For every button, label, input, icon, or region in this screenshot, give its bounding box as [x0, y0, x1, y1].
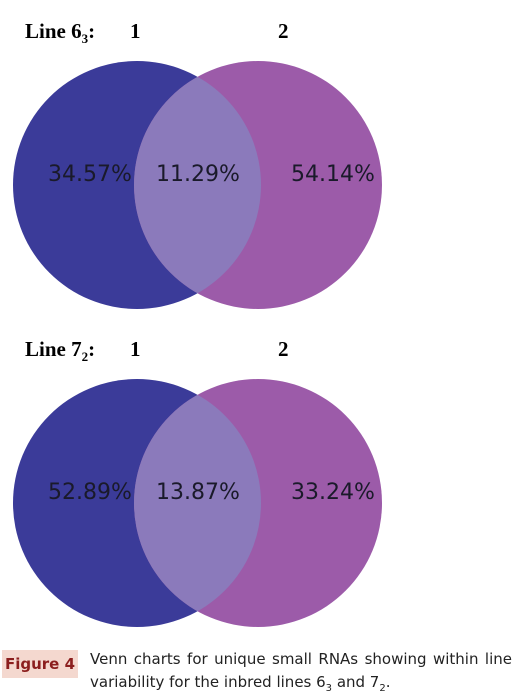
caption-part: and 7 [332, 673, 380, 691]
title-text: Line 7 [25, 337, 82, 361]
title-subscript: 2 [82, 349, 89, 364]
value-label: 34.57% [48, 162, 132, 187]
value-label: 54.14% [291, 162, 375, 187]
caption-label: Figure 4 [2, 650, 78, 678]
value-label: 52.89% [48, 480, 132, 505]
venn-overlap [134, 379, 261, 627]
set-label: 1 [130, 19, 141, 43]
set-label: 2 [278, 19, 289, 43]
title-subscript: 3 [82, 31, 89, 46]
caption-text: Venn charts for unique small RNAs showin… [90, 648, 512, 700]
value-label: 13.87% [156, 480, 240, 505]
title-text: Line 6 [25, 19, 82, 43]
value-label: 33.24% [291, 480, 375, 505]
title-suffix: : [88, 19, 95, 43]
caption-subscript: 2 [379, 683, 386, 694]
set-label: 1 [130, 337, 141, 361]
set-label: 2 [278, 337, 289, 361]
chart-title: Line 72: [25, 337, 95, 364]
caption-part: . [385, 673, 391, 691]
caption-part: Venn charts for unique small RNAs showin… [90, 650, 512, 691]
value-label: 11.29% [156, 162, 240, 187]
venn-overlap [134, 61, 261, 309]
caption-subscript: 3 [325, 683, 333, 694]
title-suffix: : [88, 337, 95, 361]
figure: Line 63: 1 234.57% 11.29% 54.14%Line 72: 1 252… [13, 19, 382, 627]
chart-title: Line 63: [25, 19, 95, 46]
